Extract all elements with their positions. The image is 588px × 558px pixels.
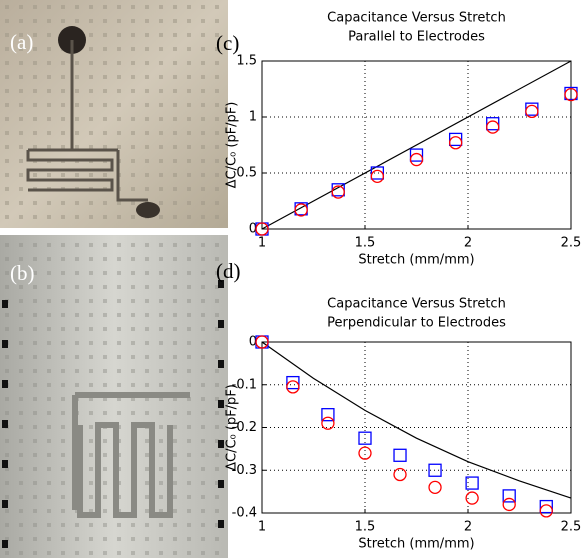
y-tick-label: 0: [249, 335, 257, 350]
circle-marker: [525, 104, 539, 119]
y-axis-label: ΔC/C₀ (pF/pF): [225, 384, 240, 471]
chart-subtitle: Perpendicular to Electrodes: [327, 316, 506, 331]
circle-marker: [294, 203, 308, 217]
square-marker: [409, 148, 424, 162]
circle-marker: [502, 497, 516, 512]
square-marker: [358, 431, 372, 445]
y-axis-label: ΔC/C₀ (pF/pF): [225, 102, 240, 189]
x-tick-label: 1: [258, 236, 266, 251]
line: [261, 341, 572, 499]
x-axis-label: Stretch (mm/mm): [358, 253, 474, 268]
square-marker: [502, 489, 516, 503]
line: [261, 60, 572, 230]
x-tick-label: 2.5: [561, 236, 582, 251]
x-tick-label: 2: [464, 236, 472, 251]
panel-label: (a): [10, 30, 33, 54]
circle-marker: [393, 467, 407, 482]
circle-marker: [539, 504, 553, 518]
y-tick-label: 1.5: [236, 54, 257, 69]
square-marker: [448, 132, 463, 147]
square-marker: [428, 463, 442, 477]
x-tick-label: 1.5: [355, 236, 376, 251]
square-marker: [286, 375, 300, 390]
panel-label: (c): [216, 31, 239, 55]
y-tick-label: -0.4: [232, 506, 257, 521]
panel-label: (b): [10, 261, 35, 285]
circle-marker: [428, 480, 442, 495]
circle-marker: [321, 416, 335, 430]
x-tick-label: 2.5: [561, 520, 582, 535]
x-tick-label: 1: [258, 520, 266, 535]
square-marker: [539, 499, 553, 514]
photo-b: (b): [0, 235, 228, 558]
y-tick-label: 1: [249, 110, 257, 125]
square-marker: [393, 448, 407, 462]
square-marker: [486, 117, 500, 131]
circle-marker: [448, 136, 463, 150]
panel-label: (d): [216, 259, 241, 283]
photo-a: (a): [0, 0, 228, 228]
x-axis-label: Stretch (mm/mm): [358, 537, 474, 552]
circle-marker: [286, 380, 300, 394]
circle-marker: [255, 335, 269, 349]
y-tick-label: -0.2: [232, 420, 257, 435]
square-marker: [465, 476, 479, 490]
y-tick-label: -0.3: [232, 463, 257, 478]
x-tick-label: 1.5: [355, 520, 376, 535]
chart-title: Capacitance Versus Stretch: [327, 11, 506, 26]
circle-marker: [465, 491, 479, 505]
plot-frame: [261, 341, 572, 514]
square-marker: [321, 408, 335, 422]
plot-frame: [261, 60, 572, 230]
circle-marker: [564, 87, 578, 102]
circle-marker: [255, 222, 269, 236]
circle-marker: [409, 152, 424, 167]
circle-marker: [331, 185, 345, 199]
square-marker: [294, 202, 308, 216]
chart-subtitle: Parallel to Electrodes: [348, 30, 485, 45]
y-tick-label: -0.1: [232, 377, 257, 392]
y-tick-label: 0.5: [236, 166, 257, 181]
y-tick-label: 0: [249, 222, 257, 237]
square-marker: [370, 166, 385, 180]
chart-title: Capacitance Versus Stretch: [327, 297, 506, 312]
circle-marker: [486, 120, 500, 134]
x-tick-label: 2: [464, 520, 472, 535]
circle-marker: [370, 169, 385, 184]
circle-marker: [358, 446, 372, 460]
